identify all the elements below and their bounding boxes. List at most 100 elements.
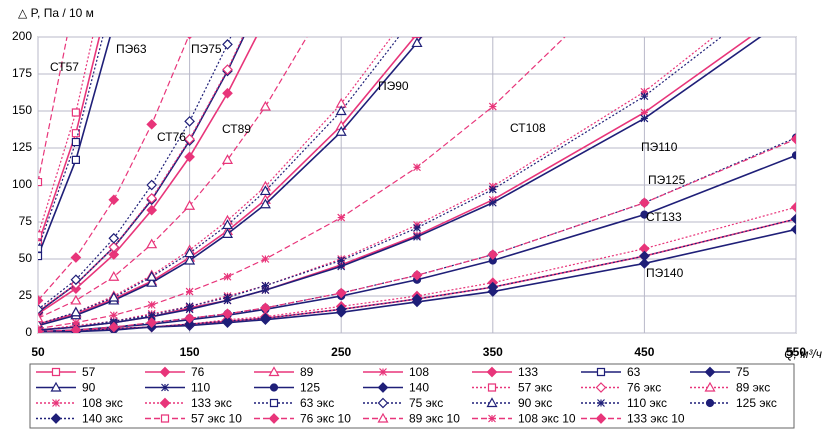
legend-label: 89 экс 10 xyxy=(409,412,460,426)
legend-label: 140 экс xyxy=(82,412,123,426)
marker xyxy=(704,366,716,378)
marker xyxy=(147,300,156,309)
legend-label: 76 xyxy=(191,365,205,379)
marker xyxy=(184,199,196,210)
marker xyxy=(184,151,195,163)
marker xyxy=(790,201,796,213)
legend-label: 57 экс 10 xyxy=(191,412,242,426)
marker xyxy=(70,294,82,305)
marker xyxy=(71,318,80,327)
legend-label: 133 экс 10 xyxy=(627,412,685,426)
annotation: СТ133 xyxy=(646,210,682,224)
annotation: СТ57 xyxy=(50,60,79,74)
marker xyxy=(108,321,120,333)
marker xyxy=(260,312,271,324)
marker xyxy=(488,414,496,423)
plot xyxy=(38,15,796,333)
marker xyxy=(335,287,347,299)
marker xyxy=(146,118,158,130)
marker xyxy=(261,15,270,24)
x-tick-label: 550 xyxy=(786,345,806,359)
y-tick-label: 0 xyxy=(25,325,32,339)
marker xyxy=(51,367,61,377)
legend-label: 75 экс xyxy=(409,396,443,410)
legend-label: 89 xyxy=(300,365,314,379)
marker xyxy=(70,324,82,333)
marker xyxy=(596,367,606,377)
marker xyxy=(108,241,120,253)
series-line xyxy=(38,218,796,333)
marker xyxy=(377,412,389,423)
legend-label: 90 экс xyxy=(518,396,552,410)
series-line xyxy=(38,37,566,330)
marker xyxy=(337,213,346,222)
marker xyxy=(223,272,232,281)
annotation: СТ76 xyxy=(157,130,186,144)
annotation: СТ108 xyxy=(510,121,546,135)
marker xyxy=(222,64,233,75)
marker xyxy=(161,383,169,392)
marker xyxy=(486,366,498,378)
marker xyxy=(70,306,82,317)
marker xyxy=(38,312,44,323)
y-tick-label: 175 xyxy=(12,66,32,80)
marker xyxy=(146,317,158,328)
marker xyxy=(184,312,195,324)
legend-label: 110 экс xyxy=(627,396,667,410)
x-tick-label: 50 xyxy=(31,345,45,359)
legend-label: 133 xyxy=(518,365,538,379)
marker xyxy=(184,254,196,265)
marker xyxy=(50,381,62,392)
marker xyxy=(337,262,346,271)
marker xyxy=(71,137,80,147)
marker xyxy=(268,413,280,424)
marker xyxy=(71,155,80,164)
marker xyxy=(70,252,82,263)
legend-label: 125 экс xyxy=(736,396,777,410)
marker xyxy=(639,258,650,269)
marker xyxy=(640,210,649,219)
series-line xyxy=(38,37,68,183)
marker xyxy=(261,281,270,290)
y-axis-title: △ P, Па / 10 м xyxy=(18,6,94,20)
marker xyxy=(184,116,195,127)
marker xyxy=(269,383,279,392)
marker xyxy=(260,302,271,314)
series-line xyxy=(38,37,723,331)
marker xyxy=(705,398,715,408)
marker xyxy=(184,247,196,258)
marker xyxy=(108,291,120,302)
marker xyxy=(487,383,497,392)
marker xyxy=(640,92,649,101)
marker xyxy=(52,399,60,407)
marker xyxy=(147,311,156,320)
marker xyxy=(110,20,117,27)
series-line xyxy=(38,37,762,331)
marker xyxy=(50,413,62,424)
marker xyxy=(146,204,158,216)
marker xyxy=(38,231,43,240)
marker xyxy=(184,133,195,145)
marker xyxy=(488,185,497,194)
legend-label: 133 экс xyxy=(191,396,232,410)
marker xyxy=(259,198,271,209)
marker xyxy=(222,87,233,99)
marker xyxy=(187,37,192,40)
series-line xyxy=(38,37,715,331)
marker xyxy=(221,219,234,230)
marker xyxy=(379,368,387,376)
series-line xyxy=(38,37,308,319)
legend-label: 108 экс xyxy=(82,396,123,410)
marker xyxy=(413,223,421,232)
marker xyxy=(488,198,497,207)
marker xyxy=(597,399,605,407)
legend-label: 57 xyxy=(82,365,96,379)
annotation: СТ89 xyxy=(222,122,251,136)
y-tick-label: 150 xyxy=(12,103,32,117)
legend-label: 108 xyxy=(409,365,429,379)
marker xyxy=(411,37,423,48)
marker xyxy=(70,274,82,286)
marker xyxy=(595,382,607,393)
legend-label: 63 xyxy=(627,365,641,379)
annotation: ПЭ125 xyxy=(648,173,686,187)
